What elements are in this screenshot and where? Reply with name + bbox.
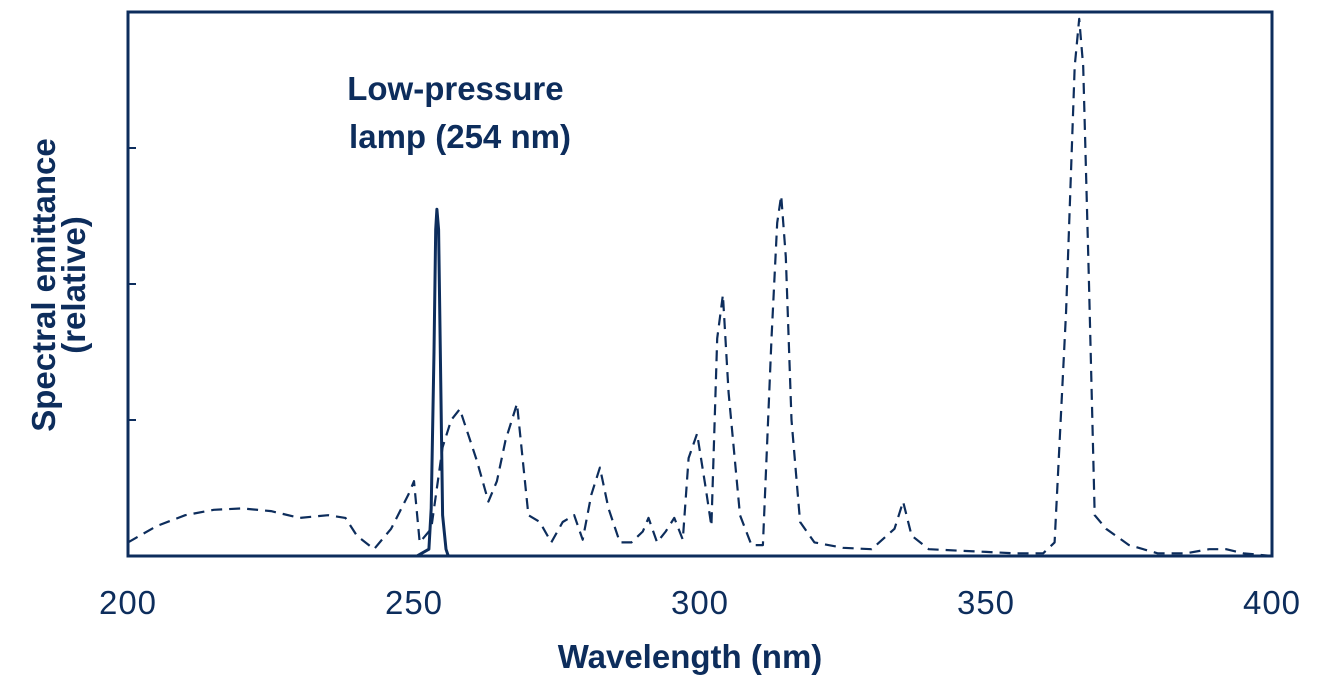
dashed-spectrum-line — [127, 17, 1273, 558]
x-tick-label-350: 350 — [957, 584, 1015, 621]
y-axis-label: Spectral emittance (relative) — [25, 138, 92, 431]
x-axis-label: Wavelength (nm) — [558, 638, 823, 675]
solid-spectrum-line — [416, 207, 450, 558]
series-group — [127, 17, 1273, 558]
plot-frame — [126, 10, 1274, 558]
annotation-line-2: lamp (254 nm) — [349, 118, 571, 155]
x-axis-tick-labels: 200 250 300 350 400 — [99, 584, 1301, 621]
x-tick-label-300: 300 — [671, 584, 729, 621]
x-tick-label-250: 250 — [385, 584, 443, 621]
annotation-line-1: Low-pressure — [347, 70, 563, 107]
y-axis-label-line-1: Spectral emittance — [25, 138, 62, 431]
y-axis-label-line-2: (relative) — [55, 216, 92, 354]
low-pressure-lamp-annotation: Low-pressure lamp (254 nm) — [347, 70, 573, 155]
x-tick-label-400: 400 — [1243, 584, 1301, 621]
y-axis-ticks — [128, 147, 136, 421]
x-tick-label-200: 200 — [99, 584, 157, 621]
